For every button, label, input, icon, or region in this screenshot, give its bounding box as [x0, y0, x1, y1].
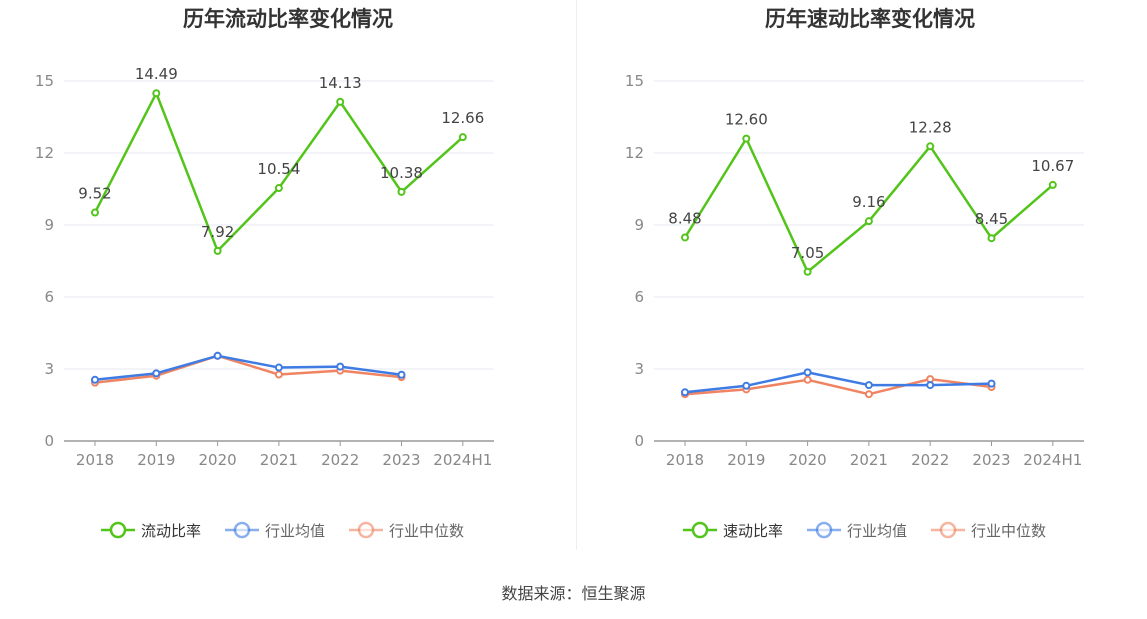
data-point[interactable]	[742, 134, 751, 143]
x-tick-label: 2019	[137, 451, 175, 469]
data-label: 9.16	[852, 193, 885, 211]
x-tick-label: 2024H1	[1023, 451, 1082, 469]
legend-item[interactable]: 行业均值	[807, 521, 907, 540]
data-point[interactable]	[803, 368, 812, 377]
chart-title: 历年速动比率变化情况	[765, 7, 975, 31]
data-point[interactable]	[803, 375, 812, 384]
data-label: 8.48	[668, 209, 701, 227]
data-point[interactable]	[213, 351, 222, 360]
data-point[interactable]	[742, 381, 751, 390]
data-point[interactable]	[274, 184, 283, 193]
data-point[interactable]	[91, 375, 99, 384]
legend-item[interactable]: 速动比率	[683, 521, 783, 540]
data-point[interactable]	[274, 363, 283, 372]
y-tick-label: 15	[625, 72, 644, 90]
series-line	[684, 377, 992, 396]
data-point[interactable]	[864, 390, 873, 399]
legend-swatch-marker	[691, 521, 709, 539]
y-tick-label: 6	[634, 288, 644, 306]
data-point[interactable]	[152, 89, 161, 98]
data-label: 10.38	[380, 164, 423, 182]
legend-swatch-marker	[815, 521, 833, 539]
data-label: 7.92	[201, 223, 234, 241]
chart-title: 历年流动比率变化情况	[183, 7, 393, 31]
x-tick-label: 2023	[972, 451, 1010, 469]
panel-divider	[576, 0, 577, 550]
legend-item[interactable]: 流动比率	[101, 521, 201, 540]
data-label: 12.66	[441, 109, 484, 127]
data-point[interactable]	[91, 208, 99, 217]
data-point[interactable]	[681, 388, 689, 397]
data-point[interactable]	[987, 234, 996, 243]
data-label: 14.49	[135, 65, 178, 83]
data-point[interactable]	[926, 381, 935, 390]
x-tick-label: 2018	[666, 451, 704, 469]
y-tick-label: 9	[44, 216, 54, 234]
x-tick-label: 2020	[199, 451, 237, 469]
data-point[interactable]	[274, 370, 283, 379]
x-tick-label: 2021	[260, 451, 298, 469]
legend-label: 行业均值	[847, 522, 907, 540]
legend-swatch-marker	[109, 521, 127, 539]
series-line	[94, 354, 402, 382]
series-line	[94, 354, 402, 384]
x-tick-label: 2020	[789, 451, 827, 469]
data-point[interactable]	[397, 187, 406, 196]
y-tick-label: 3	[634, 360, 644, 378]
data-point[interactable]	[336, 362, 345, 371]
data-label: 12.60	[725, 111, 768, 129]
legend-label: 行业中位数	[971, 522, 1046, 540]
data-label: 12.28	[909, 118, 952, 136]
data-point[interactable]	[864, 381, 873, 390]
y-tick-label: 9	[634, 216, 644, 234]
data-point[interactable]	[987, 379, 996, 388]
y-tick-label: 3	[44, 360, 54, 378]
data-label: 8.45	[975, 210, 1008, 228]
x-tick-label: 2024H1	[433, 451, 492, 469]
y-tick-label: 12	[625, 144, 644, 162]
chart-current-ratio: 历年流动比率变化情况 0 3 6 9 12 15 2018 2019 2020 2021 2022 20…	[35, 7, 494, 540]
y-tick-label: 0	[44, 432, 54, 450]
data-point[interactable]	[152, 369, 161, 378]
data-label: 7.05	[791, 244, 824, 262]
series-line	[684, 371, 992, 394]
x-tick-label: 2022	[911, 451, 949, 469]
data-point[interactable]	[926, 142, 935, 151]
legend-swatch-marker	[357, 521, 375, 539]
data-label: 10.67	[1031, 157, 1074, 175]
legend-label: 行业中位数	[389, 522, 464, 540]
legend-item[interactable]: 行业均值	[225, 521, 325, 540]
data-point[interactable]	[336, 97, 345, 106]
x-tick-label: 2019	[727, 451, 765, 469]
legend-label: 速动比率	[723, 522, 783, 540]
legend-item[interactable]: 行业中位数	[931, 521, 1046, 540]
chart-quick-ratio: 历年速动比率变化情况 0 3 6 9 12 15 2018 2019 2020 2021 2022 20…	[625, 7, 1084, 540]
x-tick-label: 2018	[76, 451, 114, 469]
source-note: 数据来源：恒生聚源	[501, 584, 646, 603]
y-tick-label: 6	[44, 288, 54, 306]
y-tick-label: 12	[35, 144, 54, 162]
data-point[interactable]	[681, 233, 689, 242]
legend-swatch-marker	[939, 521, 957, 539]
legend-label: 行业均值	[265, 522, 325, 540]
data-label: 9.52	[78, 185, 111, 203]
data-point[interactable]	[1048, 180, 1057, 189]
data-label: 10.54	[257, 160, 300, 178]
data-point[interactable]	[458, 133, 467, 142]
x-tick-label: 2021	[850, 451, 888, 469]
data-label: 14.13	[319, 74, 362, 92]
legend-item[interactable]: 行业中位数	[349, 521, 464, 540]
data-point[interactable]	[213, 246, 222, 255]
data-point[interactable]	[864, 217, 873, 226]
y-tick-label: 0	[634, 432, 644, 450]
x-tick-label: 2022	[321, 451, 359, 469]
legend-label: 流动比率	[141, 522, 201, 540]
y-tick-label: 15	[35, 72, 54, 90]
data-point[interactable]	[803, 267, 812, 276]
legend-swatch-marker	[233, 521, 251, 539]
x-tick-label: 2023	[382, 451, 420, 469]
data-point[interactable]	[397, 370, 406, 379]
